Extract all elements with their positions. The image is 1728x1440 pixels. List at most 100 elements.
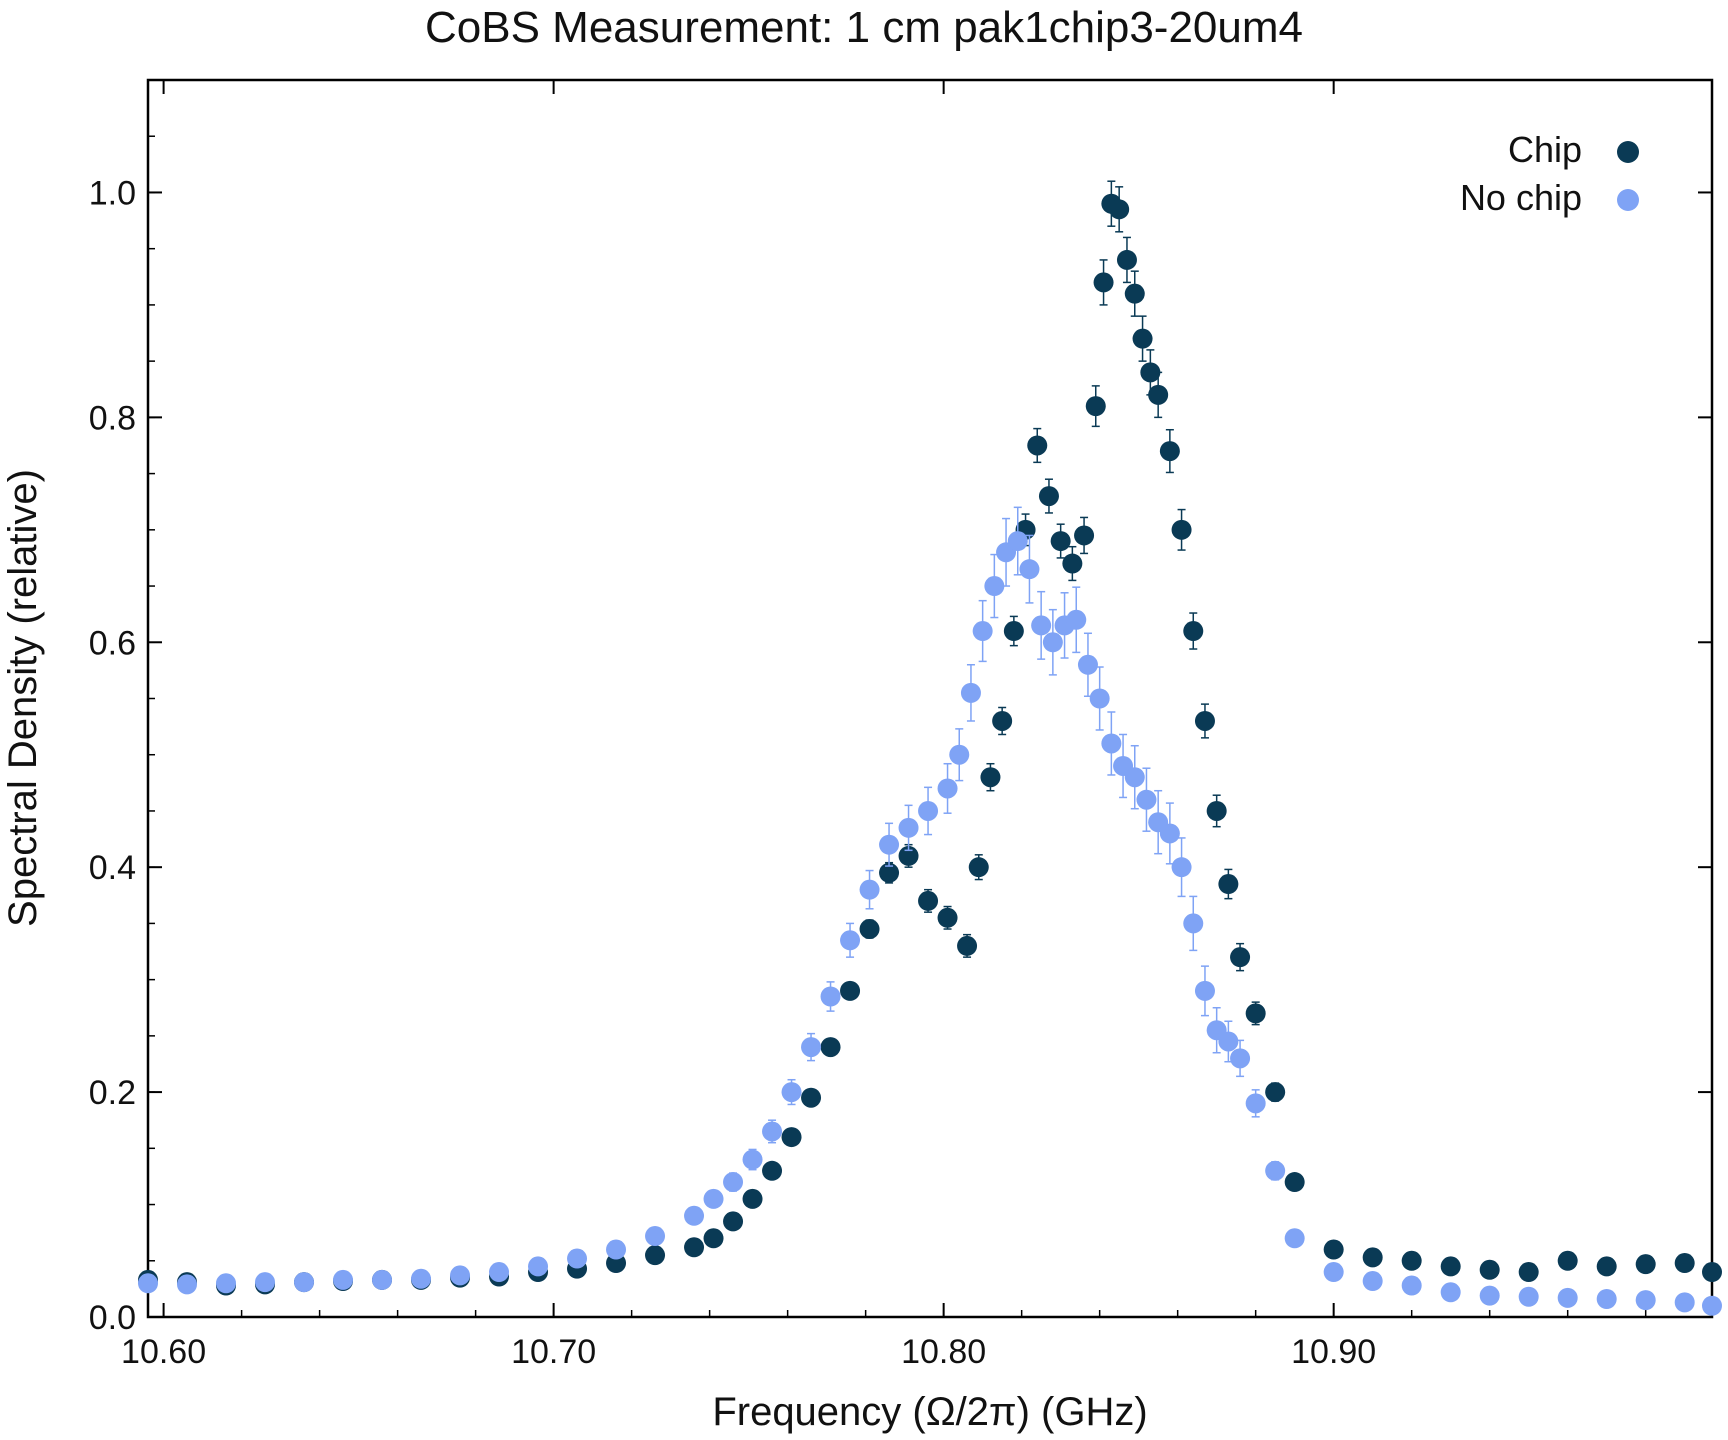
data-point [255,1272,276,1293]
data-point [1132,328,1153,349]
data-point [1183,913,1204,934]
data-point [1401,1275,1422,1296]
data-point [937,907,958,928]
data-point [1674,1292,1695,1313]
data-point [762,1121,783,1142]
data-point [1038,486,1059,507]
data-point [984,576,1005,597]
data-point [742,1149,763,1170]
data-point [1401,1250,1422,1271]
data-point [1362,1271,1383,1292]
data-point [1323,1239,1344,1260]
data-point [801,1037,822,1058]
series-no-chip [138,506,1722,1316]
legend-marker-no-chip [1617,189,1639,211]
data-point [859,879,880,900]
data-point [1062,553,1083,574]
data-point [968,857,989,878]
data-point [859,919,880,940]
data-point [879,862,900,883]
y-tick-label: 1.0 [89,174,136,212]
data-point [898,845,919,866]
data-point [918,890,939,911]
data-point [1245,1093,1266,1114]
data-point [1140,362,1161,383]
data-point [820,1037,841,1058]
y-tick-label: 0.0 [89,1299,136,1337]
x-axis-label: Frequency (Ω/2π) (GHz) [712,1390,1147,1434]
data-point [980,767,1001,788]
data-point [294,1272,315,1293]
data-point [949,744,970,765]
data-point [1362,1247,1383,1268]
data-point [1230,947,1251,968]
data-point [1479,1285,1500,1306]
data-point [918,800,939,821]
data-point [879,834,900,855]
data-point [960,682,981,703]
data-point [1284,1228,1305,1249]
data-point [1085,396,1106,417]
data-point [1159,441,1180,462]
data-point [1077,654,1098,675]
data-point [1050,531,1071,552]
data-point [703,1228,724,1249]
data-point [216,1273,237,1294]
data-point [820,986,841,1007]
data-point [972,621,993,642]
series-chip [138,180,1722,1296]
data-point [684,1237,705,1258]
data-point [333,1269,354,1290]
data-point [1148,384,1169,405]
data-point [1230,1048,1251,1069]
data-point [1557,1250,1578,1271]
data-point [1518,1286,1539,1307]
data-point [1089,688,1110,709]
data-point [1218,874,1239,895]
data-point [1635,1290,1656,1311]
data-point [1284,1172,1305,1193]
data-point [1206,800,1227,821]
data-point [372,1269,393,1290]
data-point [1557,1287,1578,1308]
data-point [840,930,861,951]
data-point [1245,1003,1266,1024]
data-point [1440,1256,1461,1277]
data-point [411,1268,432,1289]
data-point [1101,733,1122,754]
data-point [1194,710,1215,731]
data-point [1074,525,1095,546]
plot-frame [146,78,1714,1319]
data-point [1003,621,1024,642]
data-point [177,1274,198,1295]
data-point [1007,531,1028,552]
data-point [1265,1160,1286,1181]
data-point [1159,823,1180,844]
data-point [138,1273,158,1294]
data-point [1194,980,1215,1001]
data-point [1183,621,1204,642]
data-point [1440,1282,1461,1303]
data-point [937,778,958,799]
y-tick-label: 0.2 [89,1074,136,1112]
data-point [1027,435,1048,456]
data-point [1635,1254,1656,1275]
data-point [762,1160,783,1181]
data-point [1171,519,1192,540]
data-point [801,1087,822,1108]
data-point [528,1256,549,1277]
y-axis-label: Spectral Density (relative) [1,469,45,927]
legend-marker-chip [1617,141,1639,163]
chart-title: CoBS Measurement: 1 cm pak1chip3-20um4 [425,3,1303,52]
data-point [645,1226,666,1247]
data-point [1109,199,1130,220]
data-point [1124,283,1145,304]
x-tick-label: 10.70 [511,1333,596,1371]
data-point [1265,1082,1286,1103]
data-point [489,1262,510,1283]
y-tick-label: 0.6 [89,624,136,662]
data-point [723,1172,744,1193]
data-point [1218,1031,1239,1052]
data-point [1124,767,1145,788]
